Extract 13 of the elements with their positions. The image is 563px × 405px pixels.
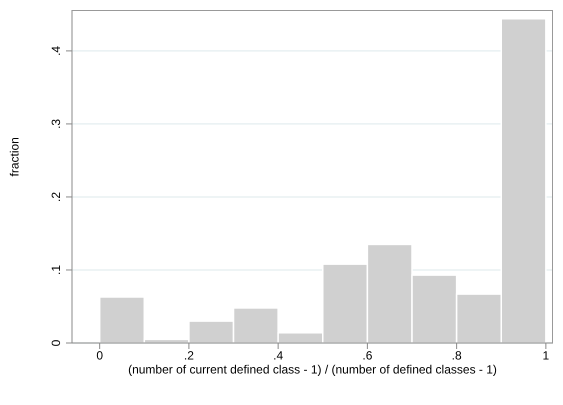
x-tick-label: .2 bbox=[184, 348, 194, 363]
x-tick-label: .4 bbox=[273, 348, 284, 363]
x-tick-label: 0 bbox=[96, 348, 104, 363]
y-axis-title: fraction bbox=[7, 137, 22, 176]
x-tick-label: .8 bbox=[452, 348, 462, 363]
y-tick-label: .4 bbox=[49, 46, 63, 56]
x-tick-label: .6 bbox=[362, 348, 373, 363]
y-tick-label: .1 bbox=[49, 264, 63, 275]
y-tick-label: 0 bbox=[49, 339, 63, 346]
y-tick-label: .3 bbox=[49, 118, 63, 129]
x-tick-label: 1 bbox=[542, 348, 550, 363]
y-tick-label: .2 bbox=[49, 192, 63, 202]
x-axis-title: (number of current defined class - 1) / (number of defined classes - 1) bbox=[128, 362, 497, 377]
